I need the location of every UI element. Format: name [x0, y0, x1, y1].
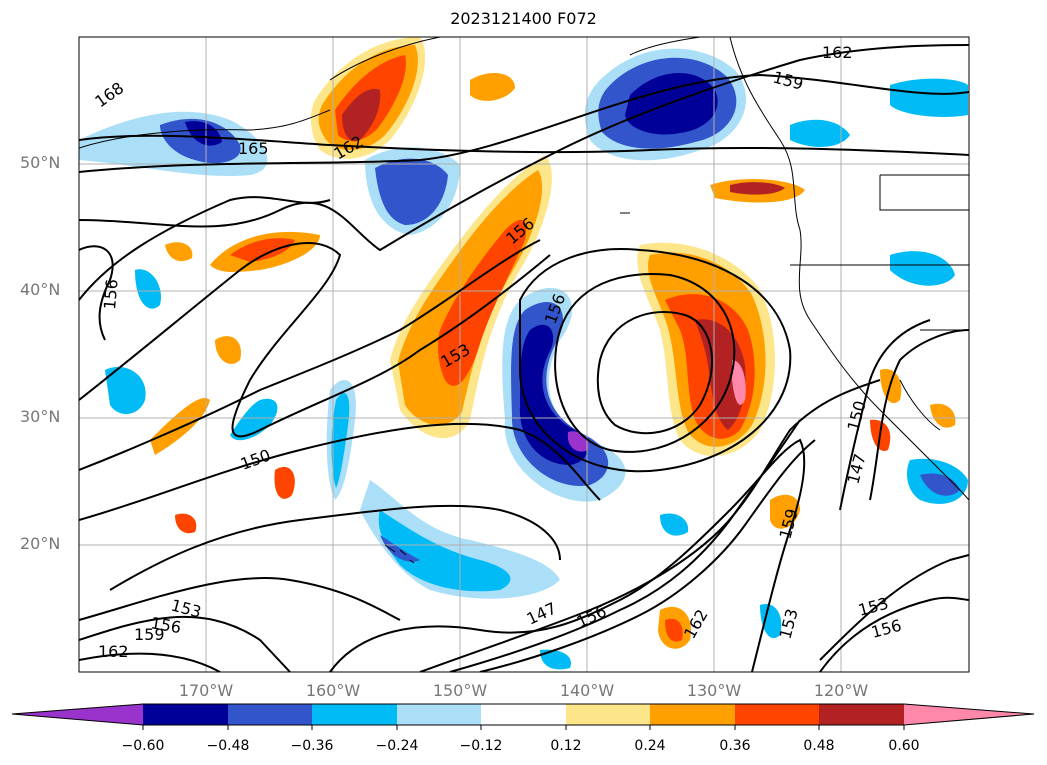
colorbar-tick-label: −0.60 [121, 738, 165, 754]
colorbar-tick-label: −0.24 [375, 738, 419, 754]
colorbar-tick-label: −0.48 [206, 738, 250, 754]
plot-frame [78, 36, 970, 673]
lon-label: 170°W [178, 681, 234, 700]
positive-region-misc [150, 73, 956, 649]
plot-title: 2023121400 F072 [450, 9, 597, 28]
lon-label: 140°W [559, 681, 615, 700]
lat-label: 30°N [20, 407, 61, 426]
colorbar-segment [819, 704, 904, 725]
lon-label: 120°W [813, 681, 869, 700]
colorbar-tick-label: 0.12 [550, 738, 582, 754]
lat-label: 20°N [20, 534, 61, 553]
negative-region-aleutians [79, 111, 268, 177]
colorbar-segment [735, 704, 819, 725]
contour-label: 165 [238, 139, 269, 158]
colorbar-tick-label: −0.36 [290, 738, 334, 754]
colorbar-tick-label: 0.24 [634, 738, 666, 754]
lon-label: 130°W [686, 681, 742, 700]
colorbar-extend-high [904, 704, 1034, 725]
contour-label: 156 [100, 278, 122, 310]
positive-region-east-pac [637, 242, 775, 457]
coastlines [79, 37, 969, 564]
colorbar-extend-low [12, 704, 143, 725]
gridlines [79, 37, 969, 672]
colorbar-segment [650, 704, 735, 725]
negative-region-central-low [502, 287, 626, 502]
colorbar-tick-label: 0.48 [803, 738, 835, 754]
colorbar-segment [143, 704, 228, 725]
lon-label: 160°W [305, 681, 361, 700]
colorbar-segment [566, 704, 650, 725]
lon-label: 150°W [432, 681, 488, 700]
lat-label: 50°N [20, 153, 61, 172]
colorbar-segment [481, 704, 566, 725]
contour-label: 162 [822, 43, 853, 62]
contour-label: 162 [98, 642, 129, 661]
colorbar [11, 703, 1035, 730]
colorbar-segment [312, 704, 397, 725]
lat-label: 40°N [20, 280, 61, 299]
height-contours [79, 44, 969, 672]
negative-region-subtropics [105, 78, 968, 670]
contour-label: 159 [134, 625, 165, 644]
positive-region-alaska [310, 37, 426, 159]
colorbar-tick-label: −0.12 [459, 738, 503, 754]
colorbar-segment [397, 704, 481, 725]
colorbar-tick-label: 0.60 [888, 738, 920, 754]
colorbar-segment [228, 704, 312, 725]
colorbar-tick-label: 0.36 [719, 738, 751, 754]
